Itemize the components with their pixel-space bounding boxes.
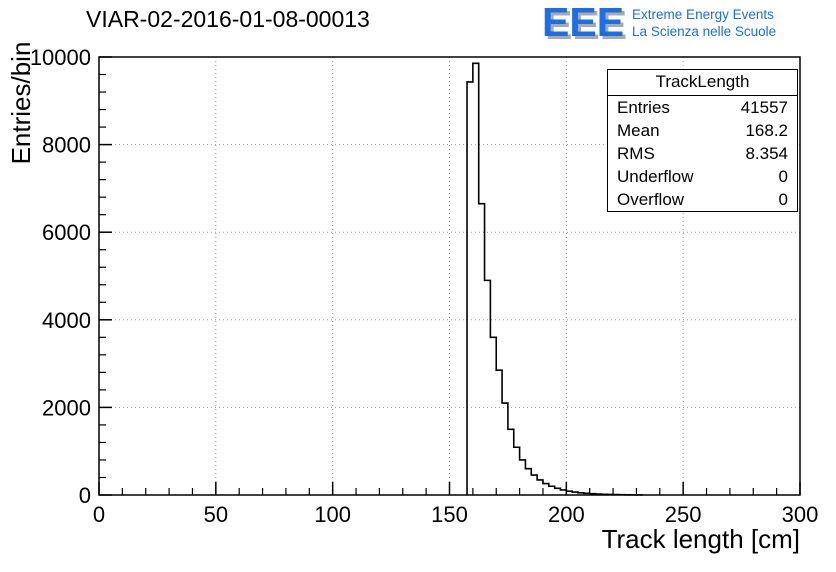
- stats-label: Mean: [617, 120, 660, 140]
- y-axis-title: Entries/bin: [6, 42, 36, 165]
- stats-label: Underflow: [617, 166, 694, 186]
- stats-box: TrackLength Entries 41557 Mean 168.2 RMS…: [607, 69, 798, 212]
- stats-value: 0: [778, 166, 788, 186]
- y-tick-label: 4000: [42, 308, 91, 333]
- x-tick-label: 100: [314, 502, 351, 527]
- stats-row-rms: RMS 8.354: [608, 142, 797, 165]
- logo-line1: Extreme Energy Events: [632, 7, 774, 22]
- x-axis-title: Track length [cm]: [602, 524, 800, 554]
- x-tick-label: 300: [782, 502, 819, 527]
- y-tick-label: 0: [79, 483, 91, 508]
- stats-title: TrackLength: [608, 70, 797, 96]
- x-tick-label: 150: [431, 502, 468, 527]
- stats-value: 168.2: [745, 120, 788, 140]
- eee-logo: EEE Extreme Energy Events La Scienza nel…: [542, 0, 776, 45]
- stats-row-overflow: Overflow 0: [608, 188, 797, 211]
- stats-row-mean: Mean 168.2: [608, 119, 797, 142]
- x-tick-label: 200: [548, 502, 585, 527]
- stats-value: 0: [778, 189, 788, 209]
- logo-line2: La Scienza nelle Scuole: [632, 24, 777, 39]
- y-tick-label: 2000: [42, 395, 91, 420]
- stats-value: 41557: [740, 97, 788, 117]
- x-tick-label: 0: [93, 502, 105, 527]
- y-tick-label: 10000: [30, 45, 91, 70]
- stats-row-entries: Entries 41557: [608, 96, 797, 119]
- stats-label: RMS: [617, 143, 655, 163]
- eee-logo-subtitle: Extreme Energy Events La Scienza nelle S…: [632, 6, 776, 40]
- stats-value: 8.354: [745, 143, 788, 163]
- x-tick-label: 250: [665, 502, 702, 527]
- y-tick-label: 6000: [42, 220, 91, 245]
- x-tick-label: 50: [204, 502, 228, 527]
- stats-row-underflow: Underflow 0: [608, 165, 797, 188]
- eee-logo-text: EEE: [542, 0, 625, 45]
- stats-label: Entries: [617, 97, 670, 117]
- y-tick-label: 8000: [42, 133, 91, 158]
- plot-title: VIAR-02-2016-01-08-00013: [86, 6, 370, 32]
- stats-label: Overflow: [617, 189, 685, 209]
